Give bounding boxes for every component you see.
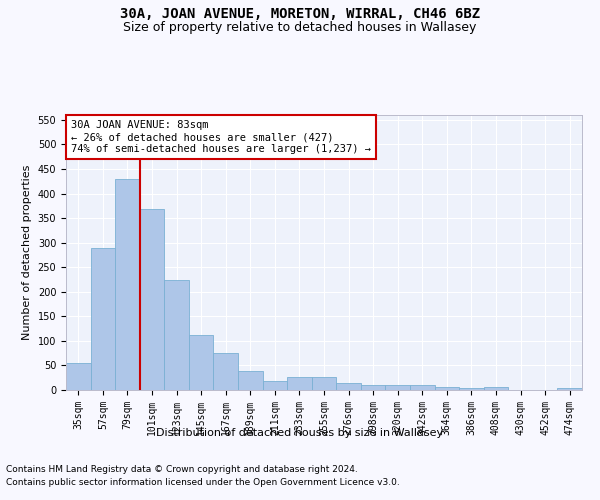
Bar bbox=[140, 210, 164, 390]
Bar bbox=[312, 376, 336, 390]
Text: 30A, JOAN AVENUE, MORETON, WIRRAL, CH46 6BZ: 30A, JOAN AVENUE, MORETON, WIRRAL, CH46 … bbox=[120, 8, 480, 22]
Text: Contains HM Land Registry data © Crown copyright and database right 2024.: Contains HM Land Registry data © Crown c… bbox=[6, 466, 358, 474]
Bar bbox=[115, 179, 140, 390]
Bar bbox=[336, 382, 361, 390]
Bar bbox=[434, 387, 459, 390]
Bar bbox=[410, 385, 434, 390]
Text: Size of property relative to detached houses in Wallasey: Size of property relative to detached ho… bbox=[124, 21, 476, 34]
Y-axis label: Number of detached properties: Number of detached properties bbox=[22, 165, 32, 340]
Text: 30A JOAN AVENUE: 83sqm
← 26% of detached houses are smaller (427)
74% of semi-de: 30A JOAN AVENUE: 83sqm ← 26% of detached… bbox=[71, 120, 371, 154]
Bar bbox=[484, 387, 508, 390]
Text: Contains public sector information licensed under the Open Government Licence v3: Contains public sector information licen… bbox=[6, 478, 400, 487]
Bar bbox=[238, 372, 263, 390]
Bar bbox=[263, 381, 287, 390]
Bar bbox=[189, 334, 214, 390]
Bar bbox=[91, 248, 115, 390]
Bar bbox=[385, 385, 410, 390]
Text: Distribution of detached houses by size in Wallasey: Distribution of detached houses by size … bbox=[157, 428, 443, 438]
Bar bbox=[557, 388, 582, 390]
Bar bbox=[459, 388, 484, 390]
Bar bbox=[66, 363, 91, 390]
Bar bbox=[164, 280, 189, 390]
Bar bbox=[287, 376, 312, 390]
Bar bbox=[361, 385, 385, 390]
Bar bbox=[214, 352, 238, 390]
